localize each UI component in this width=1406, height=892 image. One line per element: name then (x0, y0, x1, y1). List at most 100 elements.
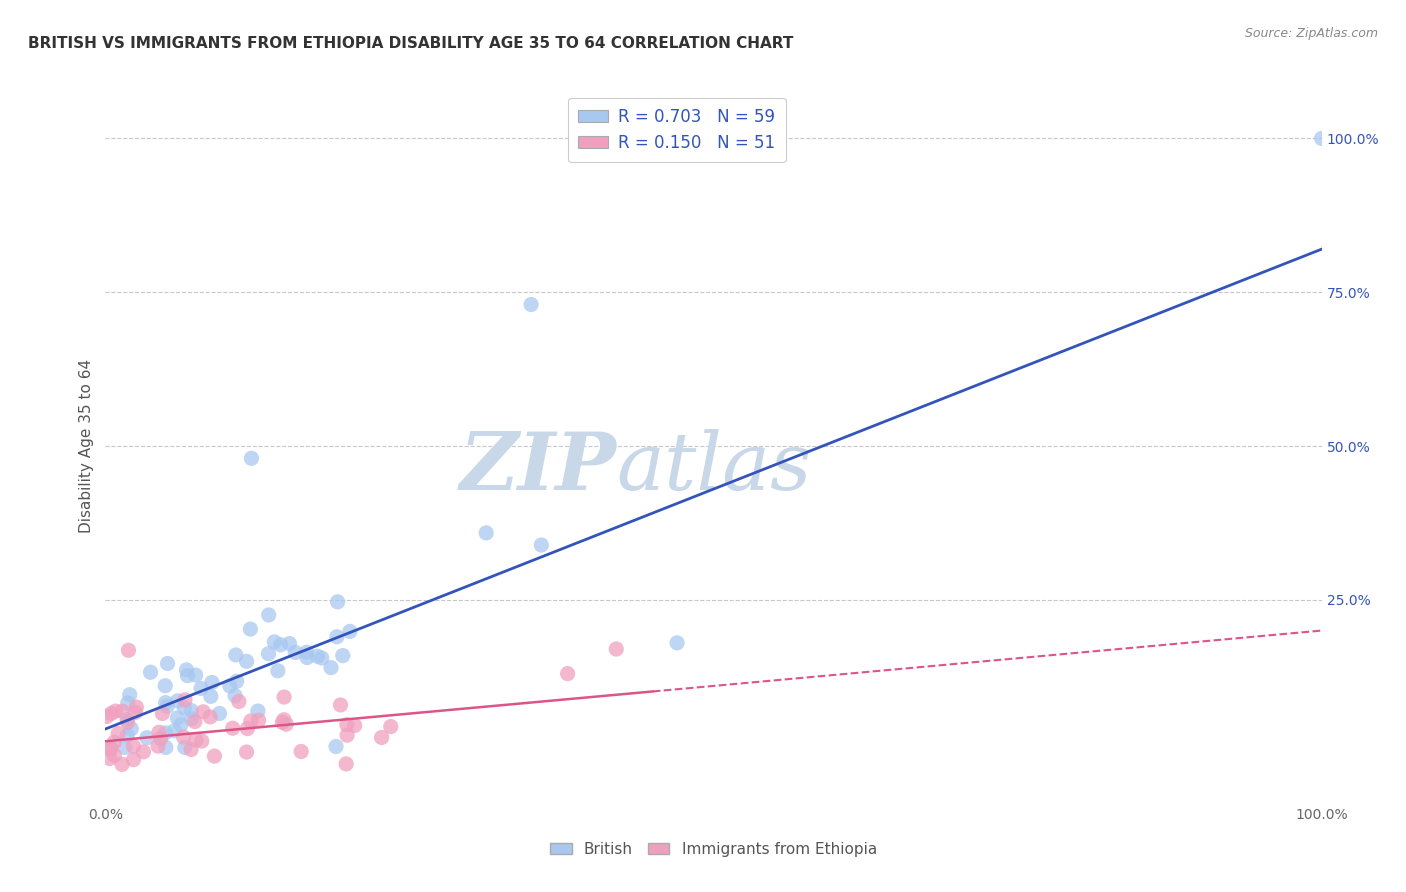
Point (117, 696, 139, 710)
Point (155, 726, 177, 740)
Point (166, 711, 188, 725)
Point (329, 698, 352, 712)
Point (307, 649, 329, 664)
Text: BRITISH VS IMMIGRANTS FROM ETHIOPIA DISABILITY AGE 35 TO 64 CORRELATION CHART: BRITISH VS IMMIGRANTS FROM ETHIOPIA DISA… (28, 36, 793, 51)
Point (336, 717, 359, 731)
Point (139, 665, 162, 680)
Point (118, 688, 141, 702)
Point (180, 742, 202, 756)
Point (107, 726, 129, 740)
Point (132, 745, 155, 759)
Point (103, 735, 125, 749)
Point (225, 648, 247, 662)
Point (239, 714, 262, 728)
Legend: British, Immigrants from Ethiopia: British, Immigrants from Ethiopia (544, 836, 883, 863)
Point (124, 706, 146, 720)
Point (557, 666, 579, 681)
Point (115, 729, 138, 743)
Point (104, 704, 127, 718)
Point (370, 731, 392, 745)
Point (270, 638, 292, 652)
Point (184, 714, 207, 729)
Point (218, 679, 240, 693)
Point (184, 733, 207, 747)
Point (193, 705, 215, 719)
Point (520, 297, 543, 311)
Point (122, 753, 145, 767)
Point (115, 713, 138, 727)
Point (146, 739, 169, 753)
Point (236, 722, 259, 736)
Point (273, 690, 295, 704)
Point (163, 723, 186, 738)
Point (235, 745, 257, 759)
Point (173, 740, 195, 755)
Point (221, 721, 243, 735)
Point (247, 713, 270, 727)
Point (135, 731, 157, 745)
Point (284, 645, 307, 659)
Point (290, 744, 312, 758)
Point (271, 715, 294, 730)
Point (666, 636, 689, 650)
Point (180, 712, 202, 726)
Point (228, 694, 250, 708)
Point (257, 607, 280, 622)
Point (278, 636, 301, 650)
Point (100, 742, 122, 756)
Point (148, 725, 170, 739)
Point (103, 748, 125, 763)
Point (263, 635, 285, 649)
Point (111, 757, 134, 772)
Point (246, 704, 269, 718)
Point (173, 700, 195, 714)
Point (335, 756, 357, 771)
Point (170, 718, 193, 732)
Point (122, 739, 145, 754)
Point (176, 663, 198, 677)
Point (239, 622, 262, 636)
Text: ZIP: ZIP (460, 429, 616, 506)
Point (173, 730, 195, 744)
Point (326, 595, 349, 609)
Point (100, 706, 122, 721)
Point (156, 657, 179, 671)
Point (1310, 131, 1333, 145)
Point (336, 728, 359, 742)
Point (295, 650, 318, 665)
Point (257, 647, 280, 661)
Point (235, 654, 257, 668)
Point (319, 660, 342, 674)
Point (180, 704, 202, 718)
Point (267, 664, 290, 678)
Point (332, 648, 354, 663)
Point (200, 690, 222, 704)
Point (343, 718, 366, 732)
Point (149, 731, 172, 746)
Point (225, 674, 247, 689)
Point (96, 709, 118, 723)
Point (100, 741, 122, 756)
Point (117, 643, 139, 657)
Point (166, 694, 188, 708)
Point (530, 538, 553, 552)
Point (155, 740, 177, 755)
Point (311, 651, 333, 665)
Text: Source: ZipAtlas.com: Source: ZipAtlas.com (1244, 27, 1378, 40)
Point (191, 734, 214, 748)
Point (120, 722, 142, 736)
Point (156, 699, 179, 714)
Point (325, 739, 347, 754)
Point (174, 693, 197, 707)
Point (605, 642, 627, 657)
Y-axis label: Disability Age 35 to 64: Disability Age 35 to 64 (79, 359, 94, 533)
Point (224, 689, 246, 703)
Point (176, 668, 198, 682)
Point (208, 706, 231, 721)
Point (125, 700, 148, 714)
Point (117, 715, 139, 730)
Point (155, 679, 177, 693)
Point (184, 668, 207, 682)
Point (276, 717, 298, 731)
Point (380, 720, 402, 734)
